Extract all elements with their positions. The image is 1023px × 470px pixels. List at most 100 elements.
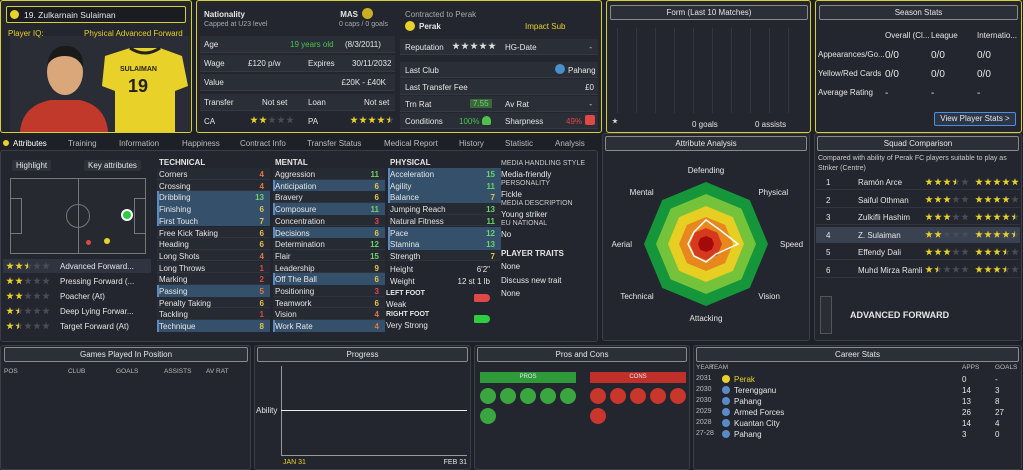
label: Av Rat (505, 100, 529, 109)
grid-line (693, 28, 694, 113)
stat-value: 0/0 (885, 69, 899, 80)
team[interactable]: Pahang (734, 430, 762, 439)
tab[interactable]: History (459, 139, 484, 148)
year: 2028 (696, 419, 712, 426)
apps: 3 (962, 430, 967, 439)
flag (362, 8, 373, 19)
star (934, 213, 942, 221)
player-name[interactable]: Zulkifli Hashim (858, 213, 911, 222)
axis-label: FEB 31 (443, 459, 467, 466)
club-badge (722, 386, 730, 394)
radar-band (698, 236, 714, 252)
row-bg (400, 113, 598, 129)
cons-header: CONS (590, 372, 686, 383)
star (952, 265, 960, 273)
tab[interactable]: Happiness (182, 139, 220, 148)
player-name[interactable]: Muhd Mirza Ramli (858, 265, 923, 275)
value: Pahang (568, 66, 596, 75)
heart (482, 116, 491, 125)
tab[interactable]: Training (68, 139, 97, 148)
games-title[interactable]: Games Played In Position (4, 347, 248, 362)
tab[interactable]: Contract Info (240, 139, 286, 148)
attr-name: Dribbling (159, 193, 191, 203)
value: MAS (340, 10, 358, 19)
squad-row (816, 174, 1020, 190)
attr-name: Tackling (159, 310, 188, 320)
assists: 0 assists (755, 120, 787, 129)
team[interactable]: Kuantan City (734, 419, 780, 428)
con-icon (590, 408, 606, 424)
tab[interactable]: Attributes (13, 139, 47, 148)
position-dot (104, 238, 110, 244)
attr-value: 12 (486, 228, 495, 238)
role[interactable]: Target Forward (At) (60, 322, 129, 331)
star (975, 213, 983, 221)
boot (474, 315, 490, 323)
star (1002, 213, 1010, 221)
sharpness-icon (585, 115, 595, 125)
star (277, 116, 285, 124)
star (993, 195, 1001, 203)
season-panel (815, 0, 1022, 133)
highlight-dropdown[interactable]: Highlight (12, 160, 52, 171)
team[interactable]: Terengganu (734, 386, 777, 395)
con-icon (650, 388, 666, 404)
star (1011, 178, 1019, 186)
star (975, 248, 983, 256)
row-bg (400, 79, 598, 95)
role[interactable]: Poacher (At) (60, 292, 105, 301)
tab[interactable]: Medical Report (384, 139, 438, 148)
player-name[interactable]: Z. Sulaiman (858, 230, 901, 240)
career-title[interactable]: Career Stats (696, 347, 1019, 362)
pro-icon (560, 388, 576, 404)
tab[interactable]: Statistic (505, 139, 534, 148)
games-panel (0, 345, 251, 470)
value: - (589, 43, 592, 52)
player-name[interactable]: Saiful Othman (858, 195, 909, 205)
attr-row (388, 168, 501, 180)
pros-cons-panel (474, 345, 690, 470)
pros-cons-title[interactable]: Pros and Cons (477, 347, 687, 362)
attr-row (157, 238, 270, 250)
apps: 14 (962, 419, 971, 428)
boot (474, 294, 490, 302)
attr-row (157, 320, 270, 332)
player-name[interactable]: Effendy Dali (858, 248, 901, 257)
attr-name: Heading (159, 240, 189, 250)
discuss-button[interactable]: Discuss new trait (501, 276, 562, 285)
attr-value: 2 (259, 275, 264, 285)
view-stats-button[interactable]: View Player Stats > (934, 112, 1016, 126)
role[interactable]: Advanced Forward... (60, 262, 134, 271)
apps: 14 (962, 386, 971, 395)
star (1002, 265, 1010, 273)
team[interactable]: Perak (734, 375, 755, 384)
role[interactable]: Pressing Forward (... (60, 277, 135, 286)
tab[interactable]: Transfer Status (307, 139, 362, 148)
player-name[interactable]: Ramón Arce (858, 178, 903, 187)
tab[interactable]: Information (119, 139, 160, 148)
tab[interactable]: Analysis (555, 139, 585, 148)
star (993, 178, 1001, 186)
star (15, 322, 23, 330)
team[interactable]: Armed Forces (734, 408, 785, 417)
media-label: MEDIA DESCRIPTION (501, 200, 573, 207)
attr-row (273, 273, 385, 285)
star (984, 195, 992, 203)
grid-line (636, 28, 637, 113)
position-dot (86, 240, 91, 245)
value: 0 caps / 0 goals (338, 21, 388, 28)
star (925, 230, 933, 238)
value: 19 years old (290, 40, 334, 49)
attr-row (157, 273, 270, 285)
stat-label: Appearances/Go... (818, 50, 885, 59)
col-header: YEAR (696, 364, 714, 371)
attr-row (157, 168, 270, 180)
attr-value: 4 (374, 310, 379, 320)
radar-label: Speed (780, 240, 804, 249)
role[interactable]: Deep Lying Forwar... (60, 307, 134, 316)
label: Capped at U23 level (204, 21, 268, 28)
media-label: PERSONALITY (501, 180, 551, 187)
key-attributes-dropdown[interactable]: Key attributes (84, 160, 141, 171)
team[interactable]: Pahang (734, 397, 762, 406)
